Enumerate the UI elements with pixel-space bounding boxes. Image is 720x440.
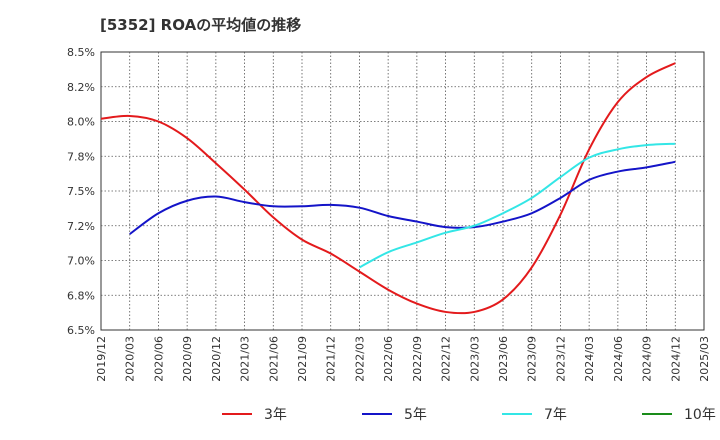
legend-label: 5年: [404, 407, 427, 423]
y-tick-label: 7.8%: [67, 150, 95, 163]
legend: 3年 5年 7年 10年: [222, 407, 716, 423]
x-tick-label: 2022/09: [411, 336, 424, 382]
x-tick-label: 2021/06: [267, 336, 280, 382]
series-line-3: [358, 142, 676, 269]
legend-label: 3年: [264, 407, 287, 423]
y-tick-label: 7.0%: [67, 255, 95, 268]
x-tick-label: 2025/03: [698, 336, 711, 382]
legend-label: 7年: [544, 407, 567, 423]
series-lines: [100, 62, 676, 315]
legend-label: 10年: [684, 407, 716, 423]
x-tick-label: 2021/12: [325, 336, 338, 382]
x-tick-label: 2019/12: [95, 336, 108, 382]
x-tick-label: 2022/12: [440, 336, 453, 382]
y-tick-label: 7.2%: [67, 220, 95, 233]
y-tick-label: 6.5%: [67, 324, 95, 337]
x-axis: 2019/12 2020/03 2020/06 2020/09 2020/12 2021/…: [95, 336, 711, 382]
x-tick-label: 2022/06: [382, 336, 395, 382]
x-tick-label: 2024/06: [612, 336, 625, 382]
y-tick-label: 8.2%: [67, 81, 95, 94]
x-tick-label: 2022/03: [353, 336, 366, 382]
x-tick-label: 2023/09: [526, 336, 539, 382]
y-tick-label: 8.5%: [67, 46, 95, 59]
x-tick-label: 2023/03: [468, 336, 481, 382]
x-tick-label: 2020/03: [124, 336, 137, 382]
x-tick-label: 2023/06: [497, 336, 510, 382]
x-tick-label: 2024/12: [669, 336, 682, 382]
x-tick-label: 2020/12: [210, 336, 223, 382]
y-axis: 6.5% 6.8% 7.0% 7.2% 7.5% 7.8% 8.0% 8.2% 8.5%: [67, 46, 95, 337]
chart-title: [5352] ROAの平均値の推移: [100, 16, 301, 34]
y-tick-label: 7.5%: [67, 185, 95, 198]
x-tick-label: 2021/09: [296, 336, 309, 382]
x-tick-label: 2024/03: [583, 336, 596, 382]
x-tick-label: 2020/06: [152, 336, 165, 382]
x-tick-label: 2024/09: [641, 336, 654, 382]
series-line-2: [129, 160, 676, 235]
x-tick-label: 2020/09: [181, 336, 194, 382]
grid: [101, 52, 704, 330]
x-tick-label: 2023/12: [554, 336, 567, 382]
y-tick-label: 6.8%: [67, 289, 95, 302]
series-line-1: [100, 62, 676, 315]
y-tick-label: 8.0%: [67, 116, 95, 129]
x-tick-label: 2021/03: [239, 336, 252, 382]
